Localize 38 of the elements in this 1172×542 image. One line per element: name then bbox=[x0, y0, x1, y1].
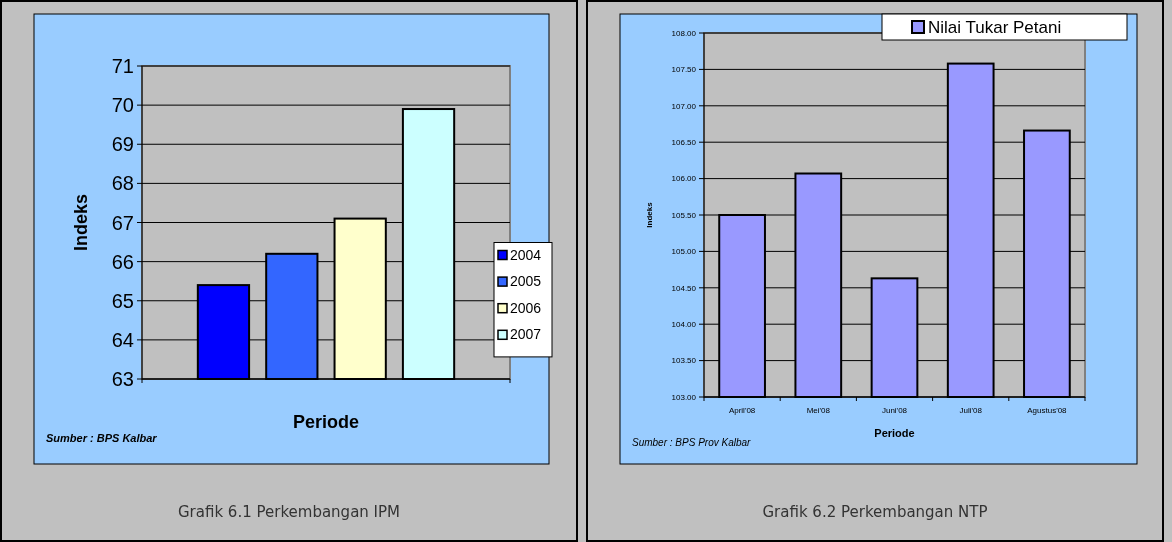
legend-label: 2006 bbox=[510, 299, 542, 316]
y-tick-label: 105.50 bbox=[671, 210, 697, 220]
x-axis-title: Periode bbox=[874, 427, 915, 439]
y-tick-label: 106.50 bbox=[671, 138, 697, 147]
y-tick-label: 66 bbox=[111, 250, 134, 273]
y-tick-label: 105.00 bbox=[671, 247, 697, 257]
y-tick-label: 104.50 bbox=[671, 283, 697, 293]
text: Grafik 6.1 Perkembangan IPM bbox=[177, 503, 401, 521]
y-tick-label: 68 bbox=[111, 172, 134, 195]
text: Sumber : BPS Prov Kalbar bbox=[632, 437, 752, 448]
legend-label: 2005 bbox=[510, 273, 542, 290]
x-axis-title: Periode bbox=[292, 412, 360, 432]
y-axis-title: Indeks bbox=[71, 193, 91, 252]
x-tick-label: Agustus'08 bbox=[1027, 406, 1068, 415]
y-tick-label: 106.00 bbox=[671, 174, 697, 184]
y-tick-label: 69 bbox=[111, 133, 134, 156]
y-tick-label: 67 bbox=[111, 211, 134, 234]
text: Sumber : BPS Kalbar bbox=[46, 432, 158, 444]
y-tick-label: 104.00 bbox=[671, 320, 697, 329]
y-tick-label: 107.50 bbox=[671, 65, 697, 75]
y-tick-label: 64 bbox=[111, 328, 134, 351]
y-tick-label: 70 bbox=[111, 94, 134, 117]
x-tick-label: Juli'08 bbox=[959, 406, 983, 415]
y-tick-label: 108.00 bbox=[671, 28, 697, 38]
y-tick-label: 103.00 bbox=[671, 392, 697, 402]
text: Grafik 6.2 Perkembangan NTP bbox=[762, 503, 988, 521]
y-tick-label: 107.00 bbox=[671, 101, 697, 111]
y-tick-label: 65 bbox=[111, 289, 134, 312]
x-tick-label: Juni'08 bbox=[881, 406, 908, 415]
y-tick-label: 63 bbox=[111, 368, 134, 390]
y-tick-label: 71 bbox=[111, 55, 134, 77]
legend-label: Nilai Tukar Petani bbox=[928, 18, 1062, 37]
legend-label: 2007 bbox=[510, 326, 542, 343]
x-tick-label: Mei'08 bbox=[806, 406, 831, 415]
legend-label: 2004 bbox=[510, 246, 542, 263]
x-tick-label: April'08 bbox=[728, 406, 756, 415]
y-tick-label: 103.50 bbox=[671, 356, 697, 366]
y-axis-title: Indeks bbox=[645, 201, 654, 228]
